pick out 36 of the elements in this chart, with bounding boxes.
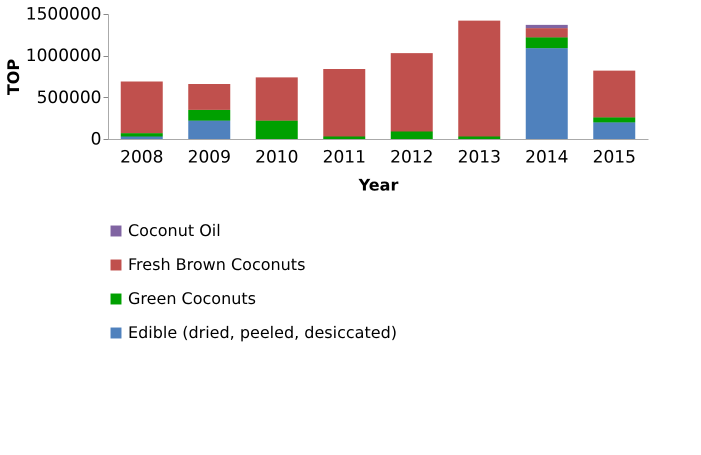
- y-tick-label: 500000: [36, 88, 102, 108]
- bar: [458, 20, 500, 136]
- bar: [526, 28, 568, 38]
- x-tick-label: 2014: [525, 148, 568, 168]
- legend-label: Fresh Brown Coconuts: [128, 255, 306, 274]
- bar: [526, 48, 568, 139]
- bar: [593, 117, 636, 122]
- bar: [526, 24, 568, 28]
- legend-label: Green Coconuts: [128, 289, 256, 308]
- bar: [120, 133, 163, 136]
- bar: [593, 70, 636, 118]
- bar: [526, 37, 568, 48]
- x-tick-label: 2013: [458, 148, 501, 168]
- y-axis-title: TOP: [4, 58, 23, 96]
- y-tick-label: 1500000: [26, 4, 102, 24]
- bar: [120, 82, 163, 134]
- x-tick-label: 2009: [188, 148, 231, 168]
- bar: [188, 110, 230, 121]
- bar: [390, 132, 433, 139]
- bar: [188, 120, 230, 139]
- bar: [390, 53, 433, 132]
- x-tick-label: 2008: [120, 148, 164, 168]
- y-tick-label: 0: [90, 130, 102, 150]
- bar: [256, 120, 298, 139]
- bar: [323, 69, 366, 136]
- x-tick-label: 2012: [390, 148, 434, 168]
- bar: [593, 122, 636, 139]
- x-axis-title: Year: [358, 176, 398, 194]
- x-tick-label: 2010: [255, 148, 298, 168]
- legend-label: Edible (dried, peeled, desiccated): [128, 323, 397, 342]
- bar: [256, 77, 298, 121]
- x-tick-label: 2011: [322, 148, 366, 168]
- y-tick-label: 1000000: [26, 46, 102, 66]
- x-tick-label: 2015: [592, 148, 636, 168]
- bar: [188, 84, 230, 110]
- legend-label: Coconut Oil: [128, 221, 221, 240]
